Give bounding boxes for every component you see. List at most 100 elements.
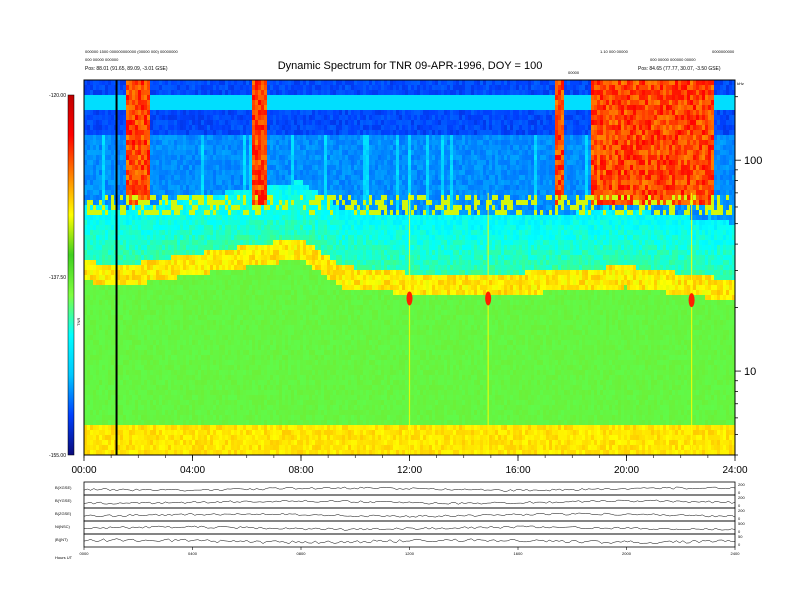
spectrum-cell [252,185,255,190]
spectrum-cell [195,360,198,365]
spectrum-cell [168,425,171,430]
spectrum-cell [111,95,114,100]
spectrum-cell [279,290,282,295]
spectrum-cell [264,185,267,190]
spectrum-cell [198,345,201,350]
spectrum-cell [243,355,246,360]
spectrum-cell [216,130,219,135]
spectrum-cell [207,85,210,90]
spectrum-cell [159,165,162,170]
spectrum-cell [135,165,138,170]
spectrum-cell [186,235,189,240]
spectrum-cell [132,420,135,425]
spectrum-cell [168,190,171,195]
spectrum-cell [204,375,207,380]
spectrum-cell [105,145,108,150]
spectrum-cell [276,350,279,355]
spectrum-cell [135,345,138,350]
spectrum-cell [102,175,105,180]
spectrum-cell [144,170,147,175]
spectrum-cell [141,210,144,215]
spectrum-cell [141,355,144,360]
spectrum-cell [105,215,108,220]
spectrum-cell [186,265,189,270]
spectrum-cell [126,180,129,185]
spectrum-cell [216,410,219,415]
spectrum-cell [252,400,255,405]
spectrum-cell [105,340,108,345]
spectrum-cell [216,415,219,420]
spectrum-cell [237,165,240,170]
spectrum-cell [255,125,258,130]
spectrum-cell [279,175,282,180]
spectrum-cell [204,130,207,135]
spectrum-cell [126,140,129,145]
spectrum-cell [171,255,174,260]
spectrum-cell [261,105,264,110]
spectrum-cell [228,105,231,110]
spectrum-cell [165,145,168,150]
spectrum-cell [228,130,231,135]
spectrum-cell [240,195,243,200]
spectrum-cell [165,445,168,450]
spectrum-cell [240,425,243,430]
spectrum-cell [279,195,282,200]
spectrum-cell [129,345,132,350]
spectrum-cell [207,230,210,235]
spectrum-cell [207,430,210,435]
spectrum-cell [84,155,87,160]
spectrum-cell [219,105,222,110]
spectrum-cell [231,235,234,240]
spectrum-cell [96,135,99,140]
spectrum-cell [165,335,168,340]
spectrum-cell [171,195,174,200]
spectrum-cell [243,345,246,350]
spectrum-cell [279,325,282,330]
spectrum-cell [234,95,237,100]
spectrum-cell [219,155,222,160]
spectrum-cell [174,80,177,85]
spectrum-cell [243,225,246,230]
spectrum-cell [228,190,231,195]
spectrum-cell [138,85,141,90]
spectrum-cell [225,185,228,190]
spectrum-cell [231,225,234,230]
spectrum-cell [99,210,102,215]
spectrum-cell [228,245,231,250]
spectrum-cell [159,145,162,150]
spectrum-cell [261,290,264,295]
spectrum-cell [213,125,216,130]
spectrum-cell [231,95,234,100]
spectrum-cell [273,185,276,190]
spectrum-cell [204,435,207,440]
spectrum-cell [225,385,228,390]
spectrum-cell [204,180,207,185]
spectrum-cell [198,120,201,125]
spectrum-cell [246,105,249,110]
spectrum-cell [270,95,273,100]
spectrum-cell [270,375,273,380]
spectrum-cell [111,175,114,180]
spectrum-cell [240,330,243,335]
spectrum-cell [234,185,237,190]
spectrum-cell [102,435,105,440]
spectrum-cell [198,160,201,165]
spectrum-cell [270,305,273,310]
spectrum-cell [162,355,165,360]
spectrum-cell [249,290,252,295]
spectrum-cell [216,430,219,435]
spectrum-cell [234,420,237,425]
spectrum-cell [195,335,198,340]
spectrum-cell [150,285,153,290]
spectrum-cell [231,115,234,120]
spectrum-cell [135,235,138,240]
spectrum-cell [162,395,165,400]
spectrum-cell [192,380,195,385]
spectrum-cell [267,370,270,375]
spectrum-cell [99,225,102,230]
spectrum-cell [186,390,189,395]
spectrum-cell [213,80,216,85]
spectrum-cell [255,440,258,445]
spectrum-cell [132,335,135,340]
spectrum-cell [198,360,201,365]
